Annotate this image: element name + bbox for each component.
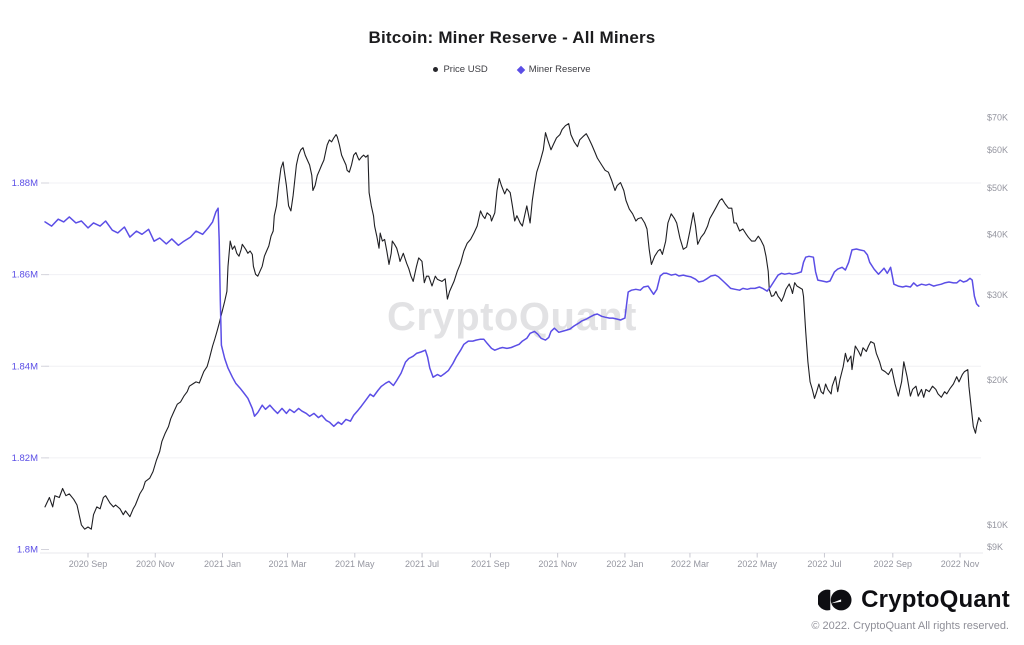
x-tick-label: 2020 Nov [136, 559, 175, 569]
x-tick-label: 2021 Sep [471, 559, 510, 569]
x-tick-label: 2022 May [737, 559, 777, 569]
y-left-tick-label: 1.82M [12, 453, 38, 464]
y-right-tick-label: $20K [987, 375, 1008, 385]
x-tick-label: 2021 Jan [204, 559, 241, 569]
y-left-tick-label: 1.86M [12, 270, 38, 281]
y-right-tick-label: $70K [987, 113, 1008, 123]
y-left-tick-label: 1.84M [12, 361, 38, 372]
footer-brand: CryptoQuant [818, 586, 1010, 614]
logo-right-glyph [830, 589, 852, 611]
y-right-tick-label: $9K [987, 542, 1003, 552]
legend: Price USD Miner Reserve [0, 64, 1024, 75]
x-tick-label: 2022 Jan [606, 559, 643, 569]
legend-item-price-usd[interactable]: Price USD [433, 64, 488, 75]
x-tick-label: 2021 Nov [538, 559, 577, 569]
x-tick-label: 2020 Sep [69, 559, 108, 569]
diamond-marker-icon [516, 65, 526, 74]
brand-name: CryptoQuant [861, 586, 1010, 613]
x-tick-label: 2022 Mar [671, 559, 709, 569]
y-left-tick-label: 1.88M [12, 178, 38, 189]
chart-title: Bitcoin: Miner Reserve - All Miners [368, 28, 656, 47]
logo-left-glyph [818, 589, 831, 611]
series-line-price-usd[interactable] [44, 123, 982, 530]
legend-item-miner-reserve[interactable]: Miner Reserve [516, 64, 591, 75]
x-tick-label: 2021 Mar [269, 559, 307, 569]
y-right-tick-label: $50K [987, 183, 1008, 193]
series-line-miner-reserve[interactable] [44, 207, 980, 428]
y-left-tick-label: 1.8M [17, 545, 38, 556]
x-tick-label: 2021 Jul [405, 559, 439, 569]
legend-item-label: Price USD [443, 64, 488, 75]
x-tick-label: 2022 Sep [874, 559, 913, 569]
y-right-tick-label: $40K [987, 230, 1008, 240]
legend-item-label: Miner Reserve [528, 64, 591, 75]
y-right-tick-label: $60K [987, 145, 1008, 155]
copyright-text: © 2022. CryptoQuant All rights reserved. [811, 620, 1009, 632]
y-right-tick-label: $30K [987, 290, 1008, 300]
x-tick-label: 2022 Nov [941, 559, 980, 569]
x-tick-label: 2022 Jul [807, 559, 841, 569]
y-right-tick-label: $10K [987, 520, 1008, 530]
cryptoquant-logo-icon [818, 589, 852, 611]
watermark: CryptoQuant [387, 295, 637, 339]
dot-marker-icon [433, 67, 439, 72]
x-tick-label: 2021 May [335, 559, 375, 569]
